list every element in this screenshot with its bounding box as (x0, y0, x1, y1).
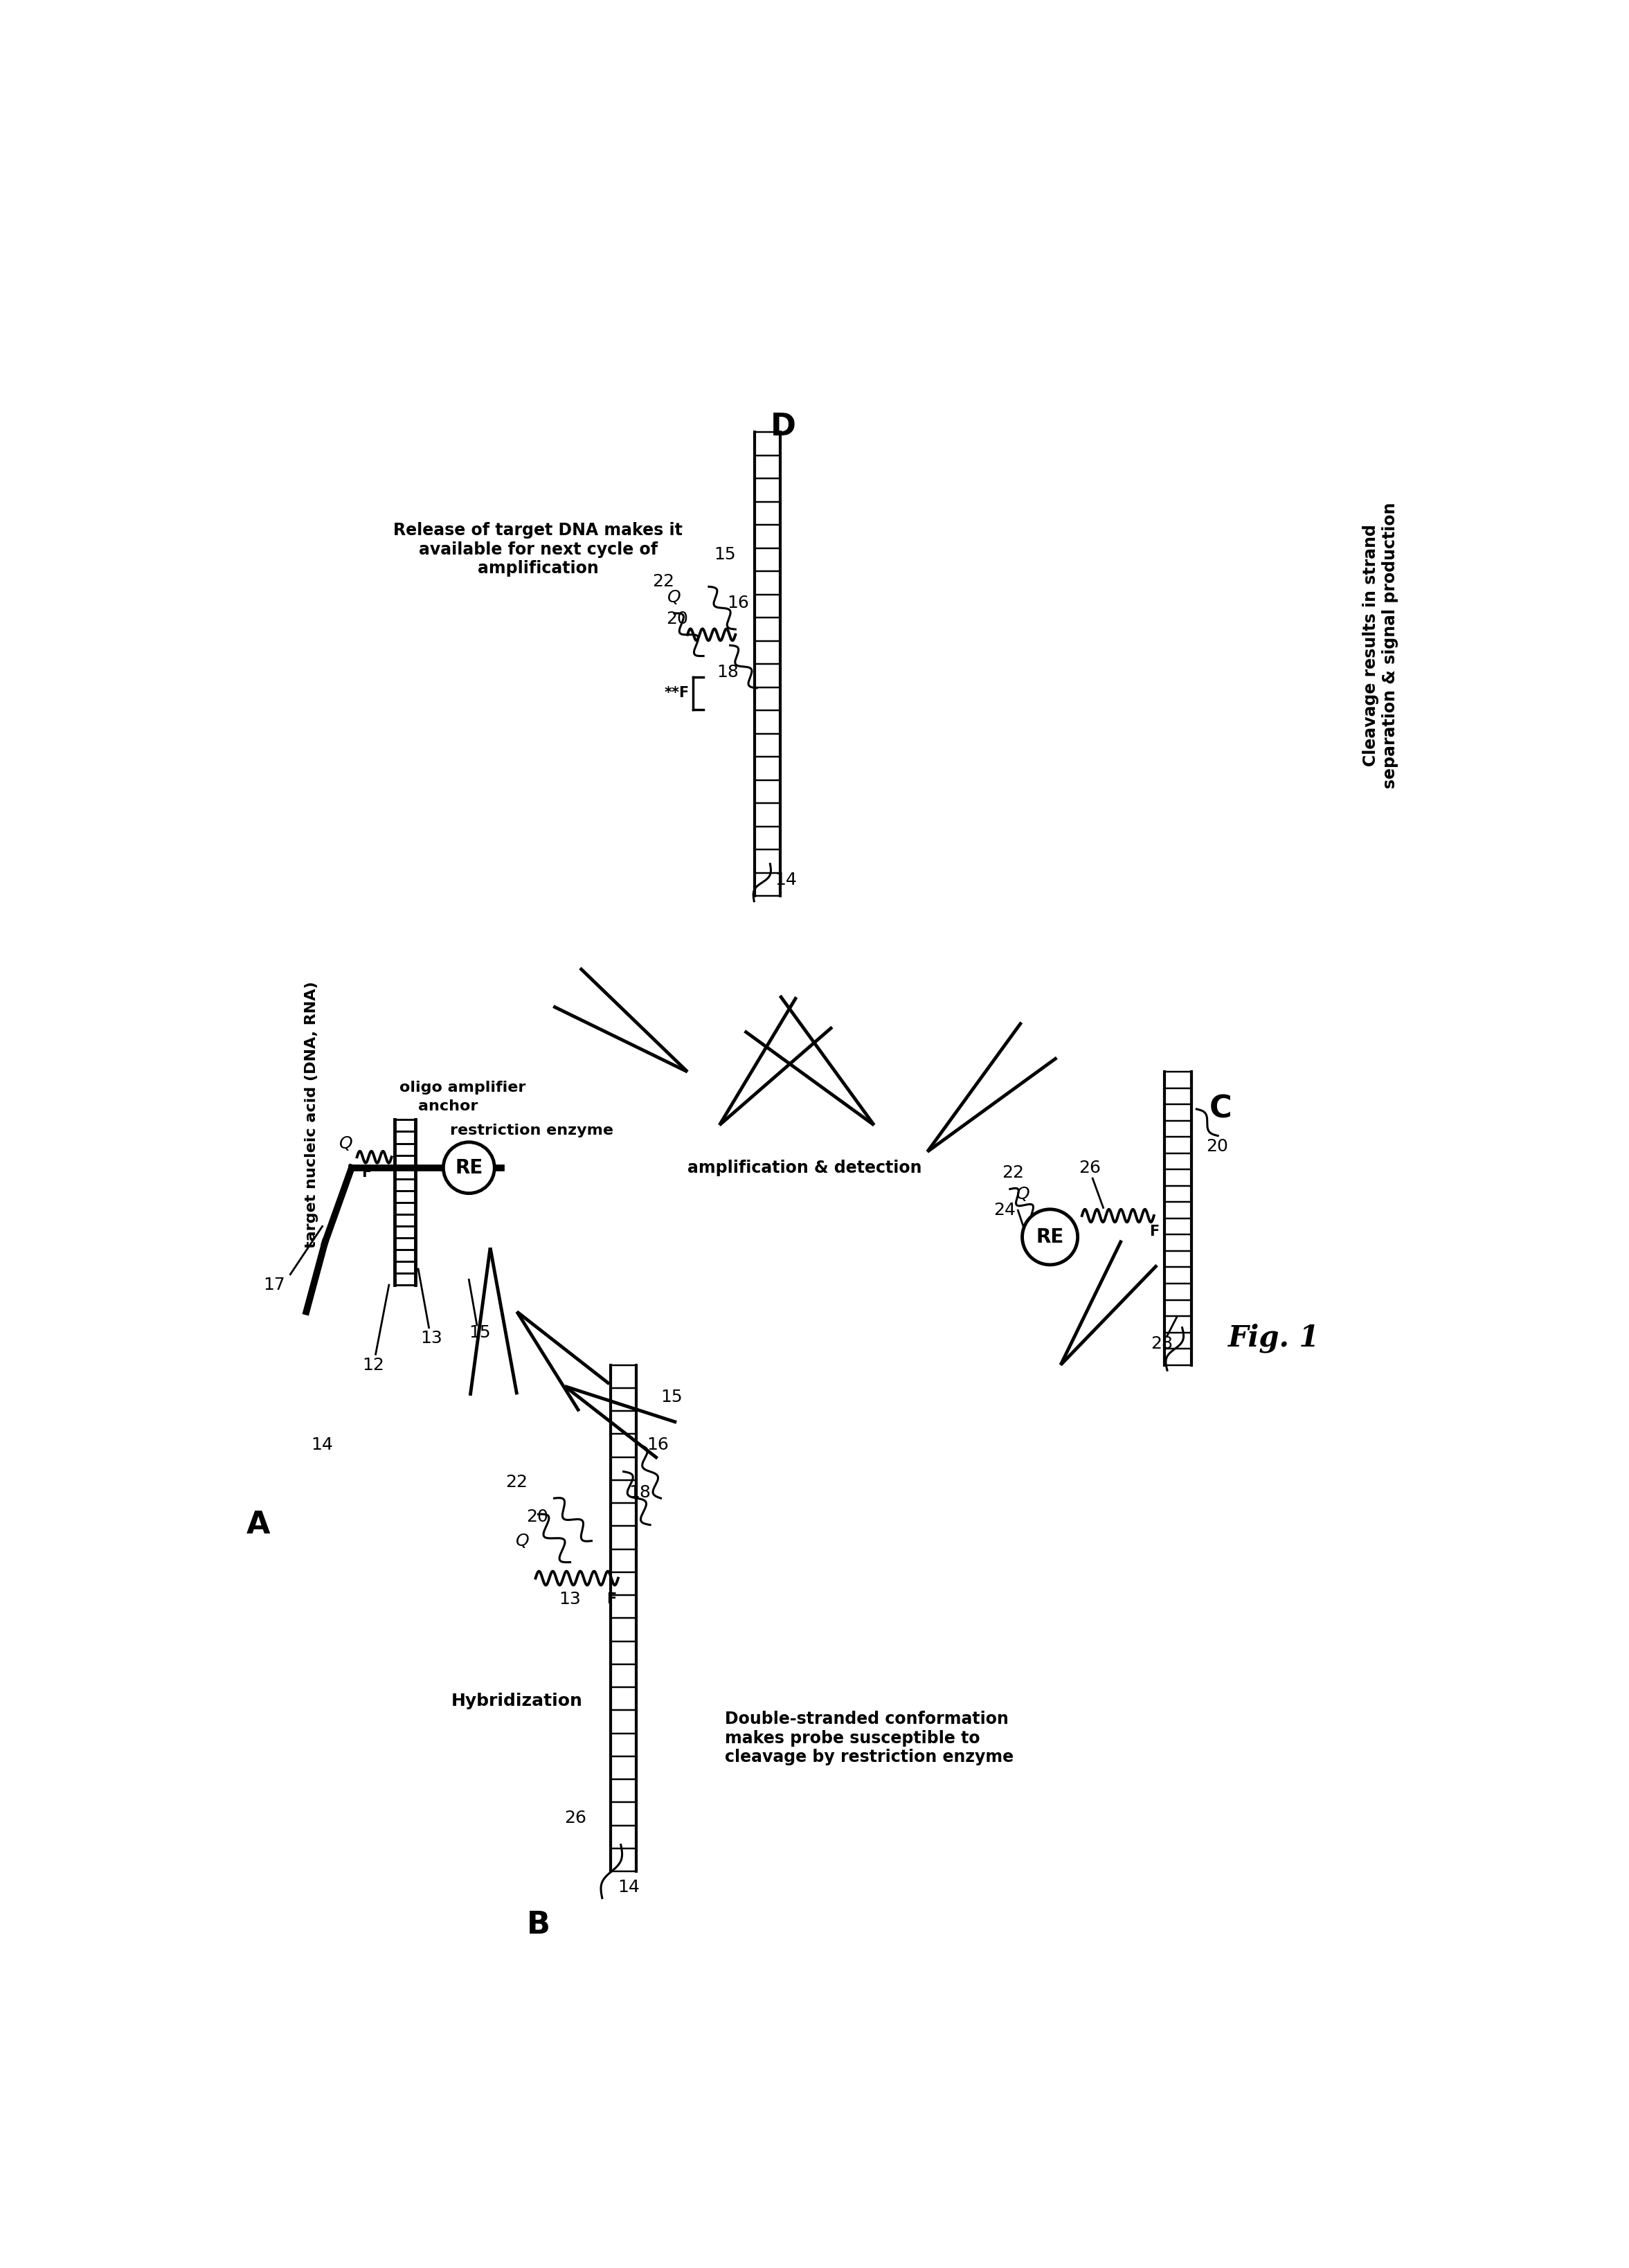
Text: 15: 15 (714, 547, 736, 562)
Circle shape (1023, 1209, 1078, 1266)
Text: 20: 20 (526, 1508, 549, 1524)
Text: RE: RE (1036, 1227, 1064, 1247)
Text: 22: 22 (507, 1474, 528, 1490)
Text: Q: Q (1016, 1186, 1030, 1202)
Text: **F: **F (665, 687, 689, 701)
Text: 22: 22 (652, 574, 674, 590)
Text: 16: 16 (647, 1436, 670, 1454)
Text: F: F (362, 1166, 371, 1179)
Text: amplification & detection: amplification & detection (687, 1159, 922, 1177)
Text: oligo amplifier: oligo amplifier (399, 1082, 526, 1095)
Text: D: D (771, 413, 797, 442)
Text: 26: 26 (1078, 1159, 1101, 1177)
Text: 17: 17 (264, 1277, 285, 1293)
Text: Hybridization: Hybridization (451, 1692, 583, 1710)
Text: 14: 14 (617, 1880, 640, 1896)
Text: Q: Q (515, 1533, 529, 1549)
Text: F: F (1148, 1225, 1158, 1238)
Text: 13: 13 (559, 1592, 582, 1608)
Text: 22: 22 (1002, 1166, 1023, 1182)
Text: Double-stranded conformation
makes probe susceptible to
cleavage by restriction : Double-stranded conformation makes probe… (725, 1710, 1013, 1767)
Text: Fig. 1: Fig. 1 (1228, 1325, 1319, 1354)
Text: B: B (526, 1910, 551, 1939)
Text: 18: 18 (629, 1486, 650, 1501)
Text: 26: 26 (564, 1810, 586, 1826)
Text: 14: 14 (311, 1436, 334, 1454)
Text: 15: 15 (469, 1325, 490, 1340)
Text: F: F (608, 1592, 617, 1606)
Text: Q: Q (339, 1136, 353, 1152)
Text: RE: RE (454, 1159, 482, 1177)
Text: 24: 24 (994, 1202, 1016, 1218)
Text: C: C (1209, 1093, 1232, 1125)
Text: 18: 18 (717, 665, 738, 680)
Text: Q: Q (668, 590, 681, 606)
Text: 12: 12 (362, 1356, 384, 1374)
Text: Cleavage results in strand
separation & signal production: Cleavage results in strand separation & … (1362, 501, 1398, 789)
Text: 14: 14 (775, 871, 797, 889)
Text: Release of target DNA makes it
available for next cycle of
amplification: Release of target DNA makes it available… (394, 522, 683, 576)
Text: 20: 20 (666, 610, 687, 626)
Text: 28: 28 (1150, 1336, 1173, 1352)
Text: target nucleic acid (DNA, RNA): target nucleic acid (DNA, RNA) (305, 982, 319, 1247)
Text: 13: 13 (420, 1329, 443, 1347)
Text: 15: 15 (660, 1388, 683, 1406)
Text: restriction enzyme: restriction enzyme (450, 1123, 614, 1136)
Text: 16: 16 (727, 594, 749, 610)
Text: 20: 20 (1205, 1139, 1228, 1154)
Circle shape (443, 1143, 495, 1193)
Text: A: A (246, 1510, 270, 1540)
Text: anchor: anchor (419, 1100, 477, 1114)
